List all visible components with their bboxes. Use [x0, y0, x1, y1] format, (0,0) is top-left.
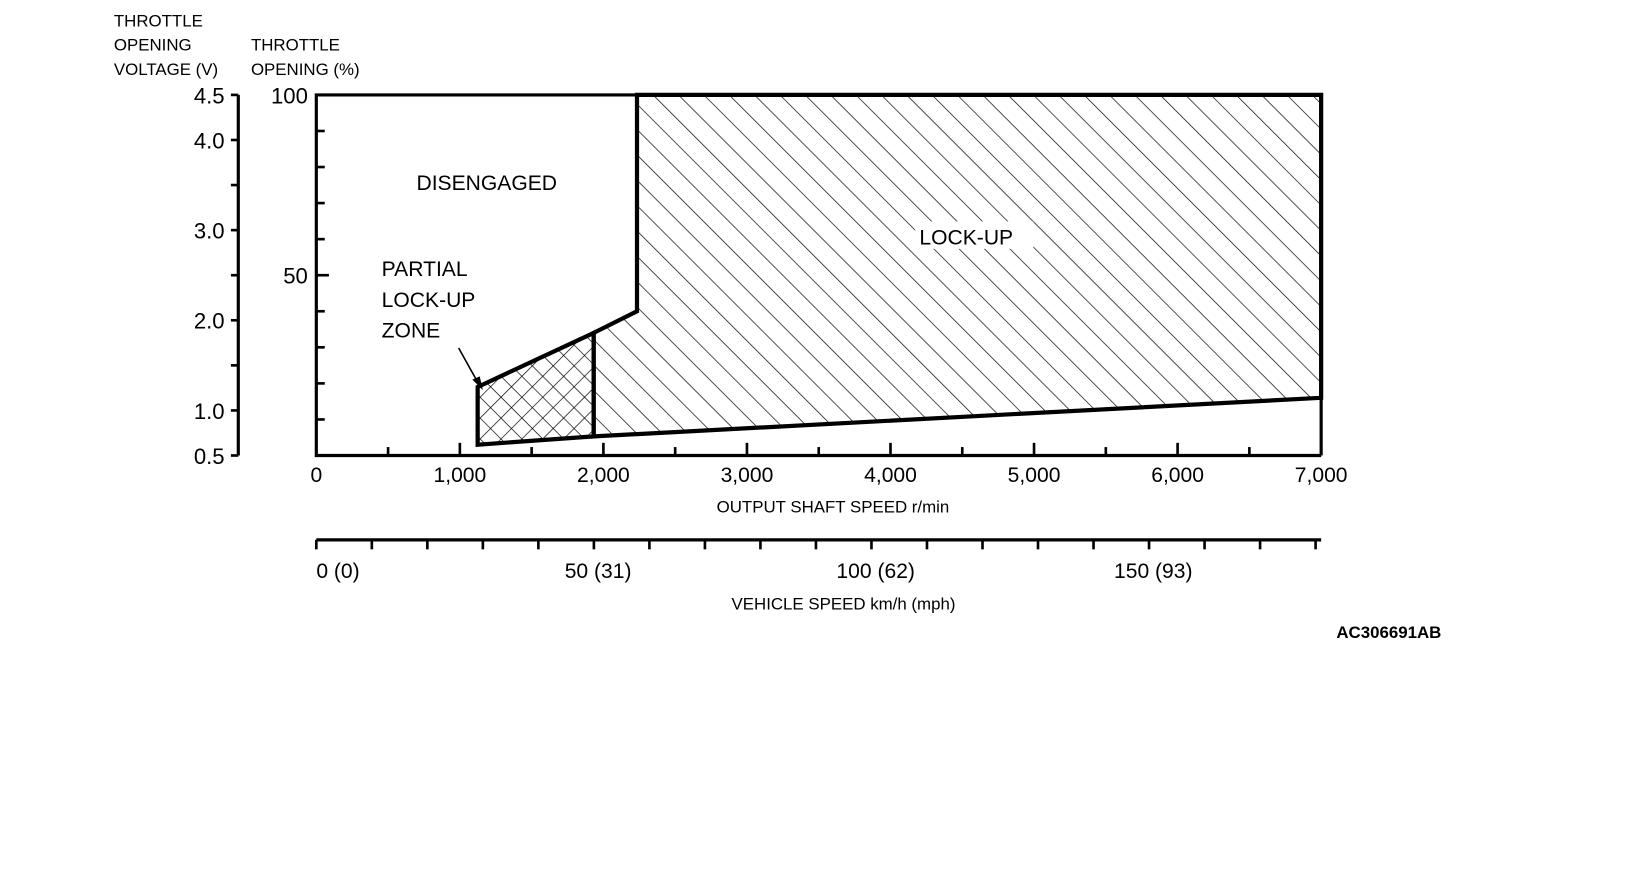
vehicle-speed-axis-title: VEHICLE SPEED km/h (mph): [732, 594, 956, 613]
throttle-tick-label: 50: [283, 264, 308, 289]
figure-code: AC306691AB: [1336, 623, 1441, 642]
output-shaft-tick-label: 3,000: [721, 464, 774, 487]
output-shaft-tick-label: 2,000: [577, 464, 630, 487]
throttle-tick-label: 100: [271, 83, 308, 108]
output-shaft-tick-label: 5,000: [1008, 464, 1061, 487]
throttle-axis-title-1: THROTTLE: [251, 36, 340, 55]
disengaged-label: DISENGAGED: [416, 172, 557, 195]
voltage-axis-title-1: THROTTLE: [114, 11, 203, 30]
vehicle-speed-tick-label: 100 (62): [836, 560, 915, 583]
voltage-axis-title-3: VOLTAGE (V): [114, 60, 218, 79]
vehicle-speed-tick-label: 50 (31): [565, 560, 632, 583]
voltage-axis-title-2: OPENING: [114, 36, 192, 55]
voltage-tick-label: 0.5: [194, 444, 225, 469]
output-shaft-tick-label: 6,000: [1151, 464, 1204, 487]
voltage-tick-label: 4.0: [194, 128, 225, 153]
vehicle-speed-tick-label: 0 (0): [316, 560, 359, 583]
output-shaft-axis-title: OUTPUT SHAFT SPEED r/min: [717, 497, 950, 516]
vehicle-speed-tick-label: 150 (93): [1114, 560, 1193, 583]
voltage-tick-label: 1.0: [194, 399, 225, 424]
partial-label-3: ZONE: [382, 319, 441, 342]
voltage-tick-label: 4.5: [194, 83, 225, 108]
voltage-tick-label: 2.0: [194, 309, 225, 334]
partial-lockup-region: [475, 329, 596, 447]
output-shaft-tick-label: 7,000: [1295, 464, 1348, 487]
arrowhead-icon: [472, 376, 483, 391]
output-shaft-tick-label: 1,000: [433, 464, 486, 487]
partial-label-2: LOCK-UP: [382, 289, 476, 312]
throttle-axis-title-2: OPENING (%): [251, 60, 360, 79]
output-shaft-tick-label: 4,000: [864, 464, 917, 487]
lockup-label: LOCK-UP: [919, 227, 1013, 250]
partial-label-1: PARTIAL: [382, 258, 468, 281]
voltage-tick-label: 3.0: [194, 219, 225, 244]
output-shaft-tick-label: 0: [310, 464, 322, 487]
lockup-region: [591, 92, 1324, 439]
